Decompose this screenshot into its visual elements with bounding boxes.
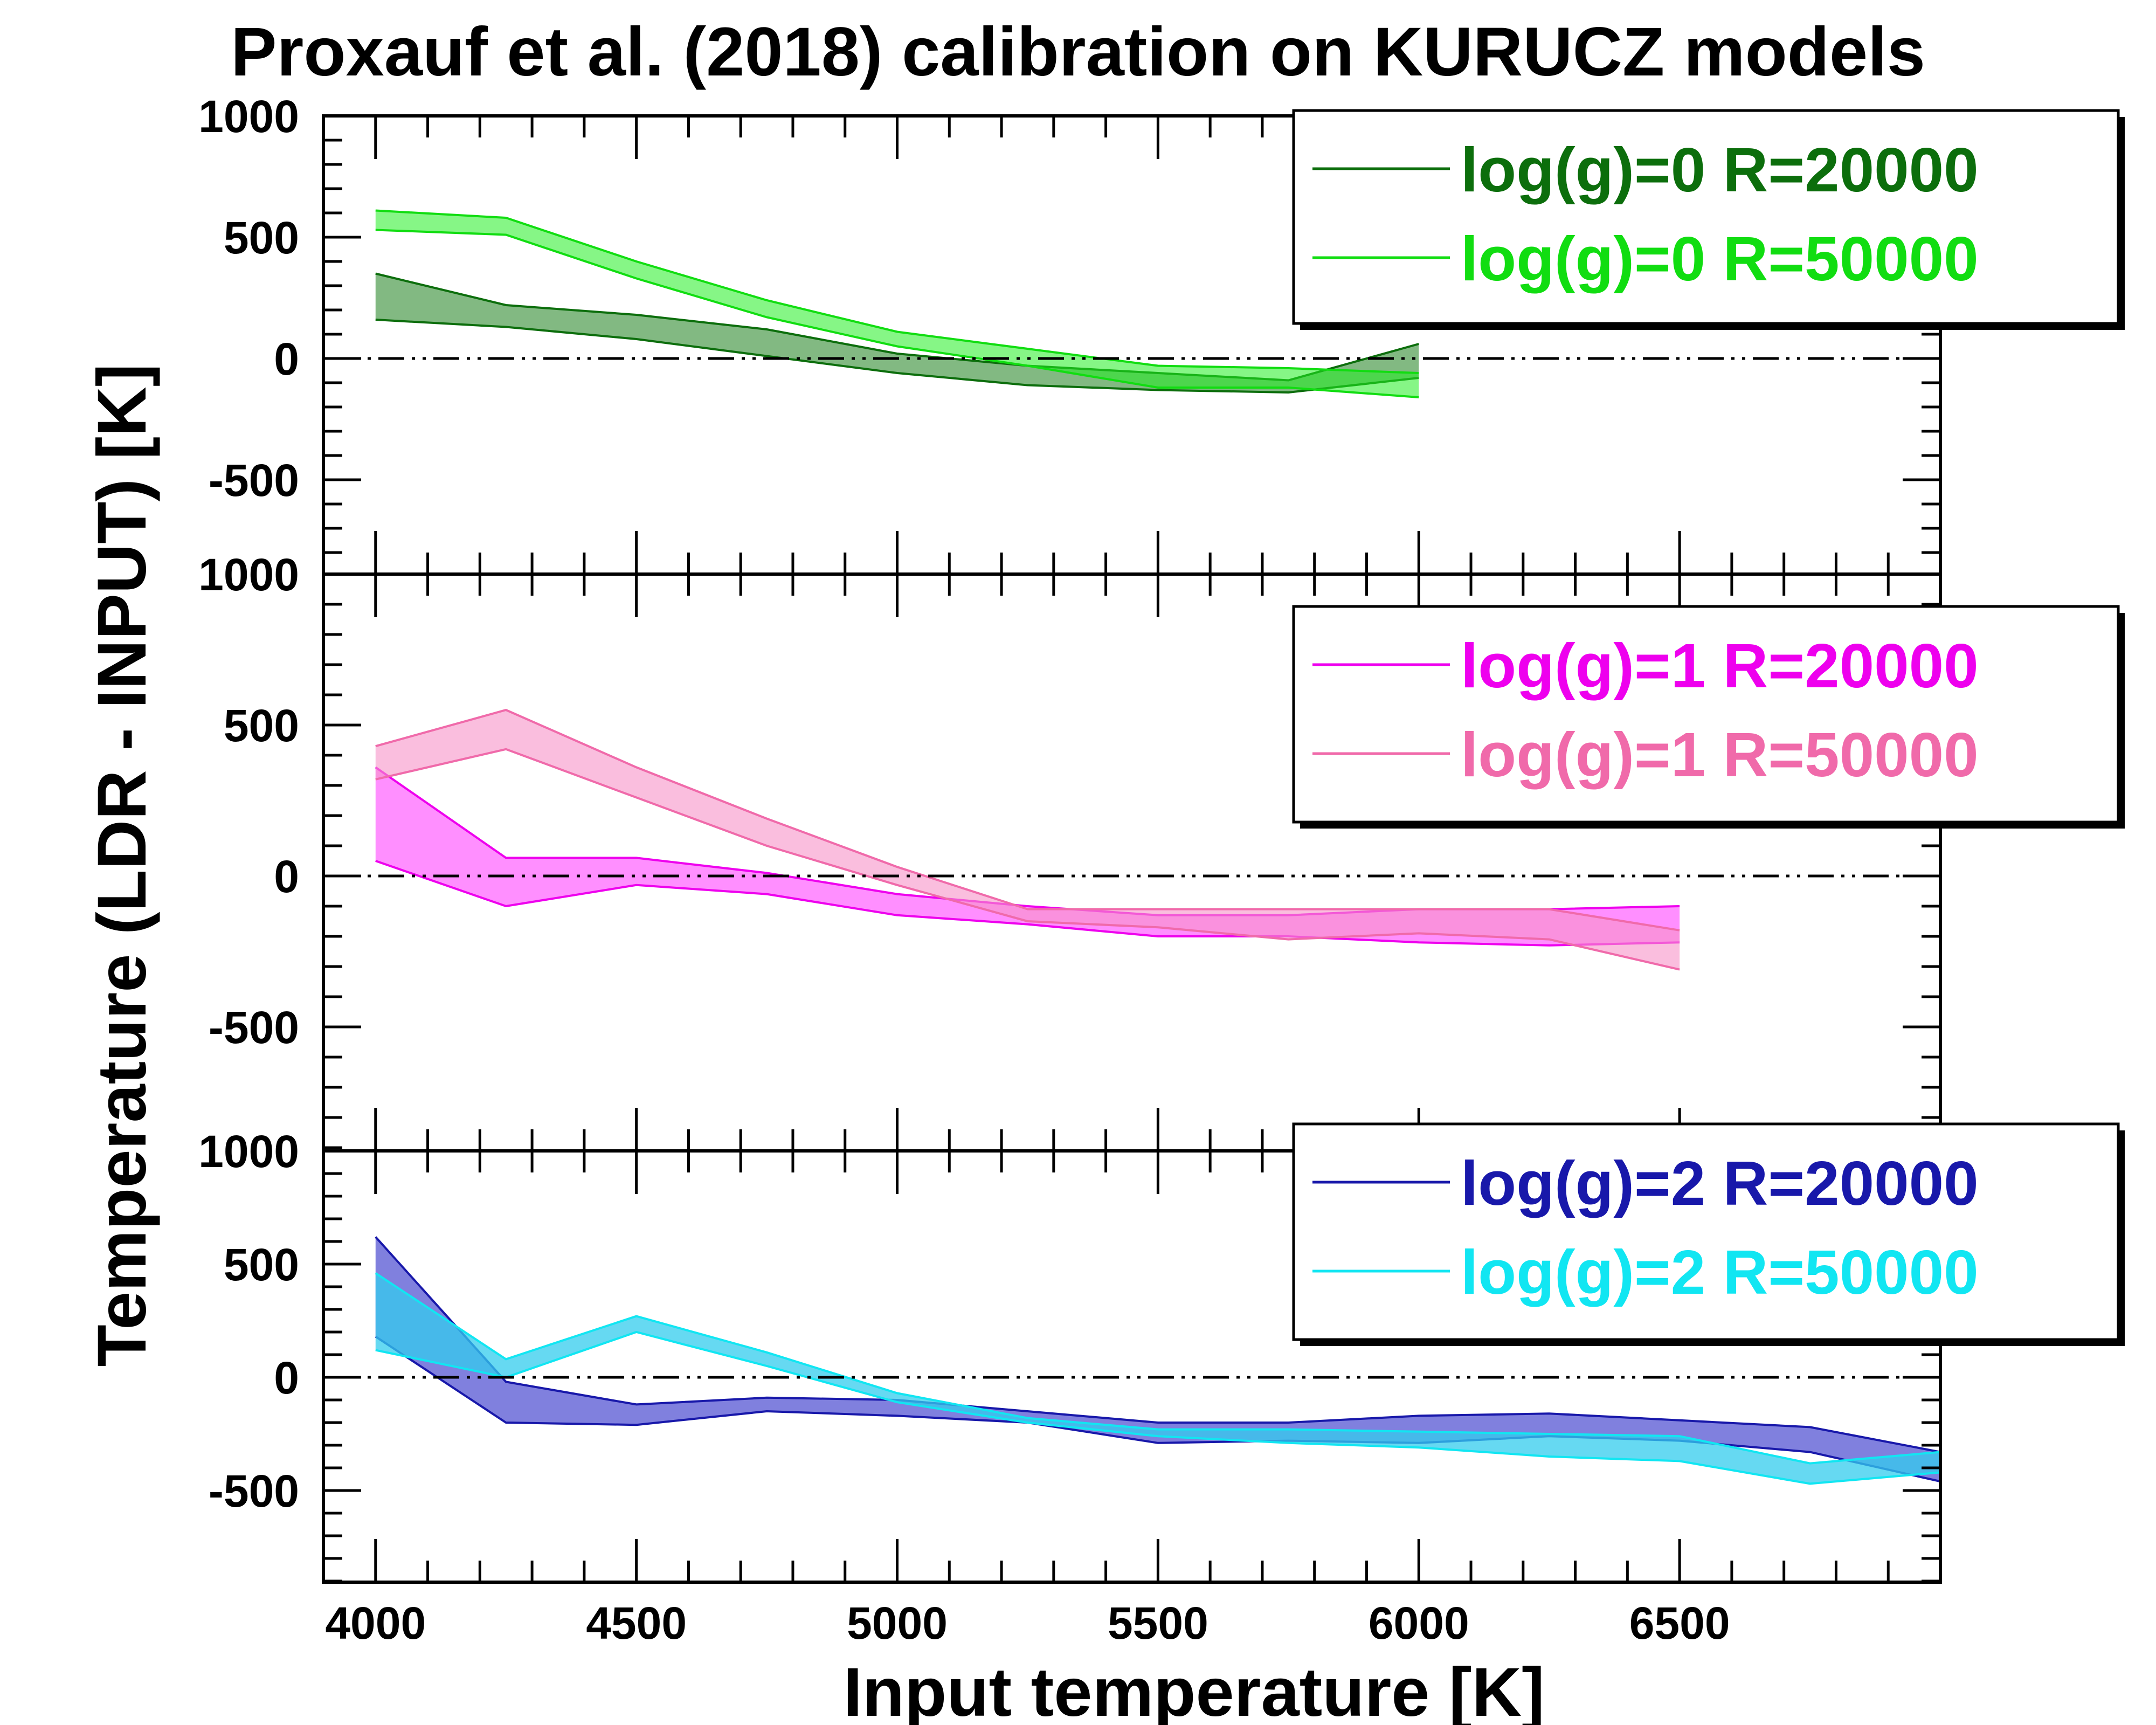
legend-label-logg1: log(g)=1 R=20000 (1461, 631, 1979, 701)
y-tick-label-logg1: 500 (224, 700, 299, 751)
band-lower-line-logg1-series-1 (375, 748, 1680, 971)
y-tick-label-logg1: 0 (274, 851, 299, 902)
panel-logg2: 1000 500 0 -500 log(g)=2 R=20000 log(g)=2 R=5… (198, 1122, 2125, 1584)
x-tick-label: 5000 (847, 1598, 948, 1648)
y-tick-label-logg2: 0 (274, 1353, 299, 1403)
panel-data (375, 708, 1680, 971)
legend-label-logg2: log(g)=2 R=20000 (1461, 1148, 1979, 1218)
panel-data (375, 1236, 1940, 1485)
x-tick-label: 5500 (1108, 1598, 1208, 1648)
legend-label-logg2: log(g)=2 R=50000 (1461, 1237, 1979, 1307)
y-tick-label-logg2: -500 (209, 1466, 299, 1516)
x-axis-label: Input temperature [K] (843, 1654, 1544, 1725)
y-tick-label-logg1: 1000 (198, 549, 299, 600)
legend-label-logg1: log(g)=1 R=50000 (1461, 720, 1979, 790)
panel-data (375, 209, 1419, 398)
band-upper-line-logg0-series-1 (375, 209, 1419, 374)
legend-box-logg2 (1292, 1122, 2120, 1341)
panel-frame-logg2 (322, 1149, 1942, 1584)
panel-logg1: 1000 500 0 -500 log(g)=1 R=20000 log(g)=1 R=5… (198, 549, 2125, 1153)
x-tick-label: 6000 (1369, 1598, 1469, 1648)
band-lower-line-logg0-series-0 (375, 319, 1419, 394)
x-tick-label: 6500 (1629, 1598, 1730, 1648)
y-tick-label-logg2: 1000 (198, 1126, 299, 1177)
band-logg1-series-1 (375, 710, 1680, 970)
band-lower-line-logg1-series-0 (375, 860, 1680, 947)
legend-box-logg0 (1292, 109, 2120, 325)
band-upper-line-logg2-series-0 (375, 1236, 1940, 1453)
band-upper-line-logg2-series-1 (375, 1272, 1940, 1465)
band-logg2-series-0 (375, 1237, 1940, 1482)
y-tick-label-logg0: 0 (274, 334, 299, 384)
y-tick-label-logg1: -500 (209, 1002, 299, 1053)
band-logg0-series-1 (375, 210, 1419, 397)
y-tick-label-logg0: -500 (209, 455, 299, 506)
y-tick-label-logg0: 1000 (198, 91, 299, 142)
chart-title: Proxauf et al. (2018) calibration on KUR… (231, 13, 1925, 91)
x-tick-label: 4500 (586, 1598, 687, 1648)
legend-label-logg0: log(g)=0 R=50000 (1461, 224, 1979, 294)
band-lower-line-logg0-series-1 (375, 229, 1419, 398)
legend-box-logg1 (1292, 605, 2120, 824)
band-logg2-series-1 (375, 1273, 1940, 1484)
band-upper-line-logg1-series-1 (375, 708, 1680, 932)
band-lower-line-logg2-series-1 (375, 1330, 1940, 1485)
legend-label-logg0: log(g)=0 R=20000 (1461, 135, 1979, 205)
panel-logg0: 1000 500 0 -500 log(g)=0 R=20000 log(g)=0 R=5… (198, 91, 2125, 576)
y-axis-label: Temperature (LDR - INPUT) [K] (84, 364, 161, 1367)
y-tick-label-logg0: 500 (224, 212, 299, 263)
x-tick-label: 4000 (325, 1598, 426, 1648)
y-tick-label-logg2: 500 (224, 1239, 299, 1290)
